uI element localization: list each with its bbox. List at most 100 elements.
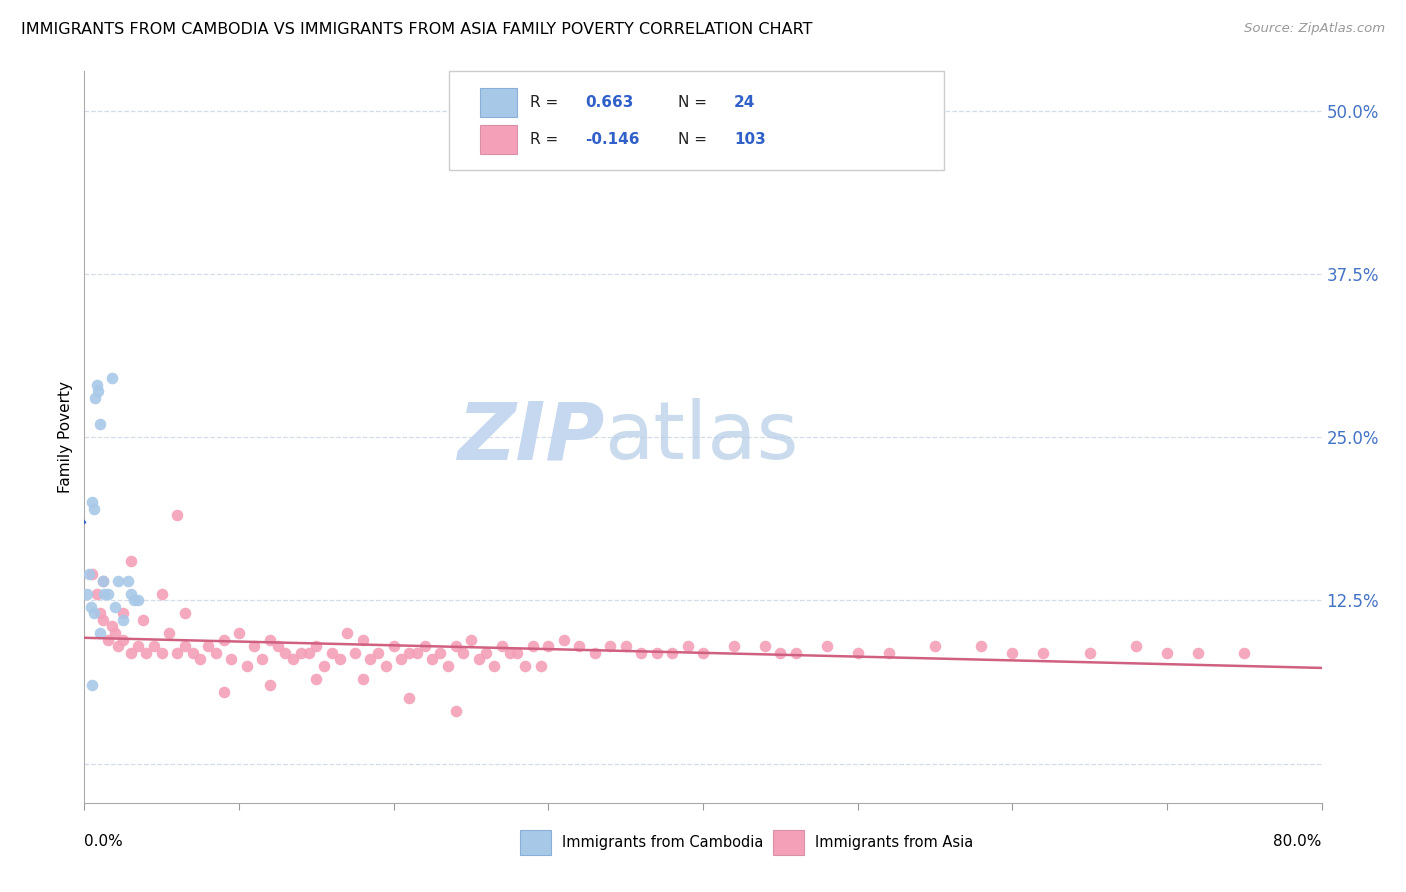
Point [290, 646, 312, 660]
Point [181, 646, 204, 660]
Point [104, 626, 127, 640]
Text: 0.0%: 0.0% [84, 834, 124, 849]
Point [89, 626, 111, 640]
Text: atlas: atlas [605, 398, 799, 476]
Point [312, 658, 335, 673]
Point [382, 639, 405, 653]
Point [1125, 639, 1147, 653]
Point [96, 587, 118, 601]
Point [259, 678, 281, 692]
Point [553, 632, 575, 647]
Point [754, 639, 776, 653]
Point [120, 587, 142, 601]
Point [77, 567, 100, 582]
Point [352, 672, 374, 686]
Point [112, 607, 135, 621]
Point [166, 646, 188, 660]
Text: R =: R = [530, 132, 562, 147]
Bar [481, 125, 517, 154]
Point [87, 384, 110, 399]
Text: Source: ZipAtlas.com: Source: ZipAtlas.com [1244, 22, 1385, 36]
Point [924, 639, 946, 653]
Point [79, 599, 101, 614]
Text: Immigrants from Cambodia: Immigrants from Cambodia [562, 835, 763, 849]
Point [360, 652, 382, 666]
Point [127, 593, 149, 607]
Point [259, 632, 281, 647]
Text: IMMIGRANTS FROM CAMBODIA VS IMMIGRANTS FROM ASIA FAMILY POVERTY CORRELATION CHAR: IMMIGRANTS FROM CAMBODIA VS IMMIGRANTS F… [21, 22, 813, 37]
Point [444, 639, 467, 653]
Point [159, 626, 180, 640]
Point [127, 639, 149, 653]
Point [692, 646, 714, 660]
Point [398, 691, 420, 706]
Point [1156, 646, 1178, 660]
Point [174, 639, 197, 653]
Text: 103: 103 [734, 132, 766, 147]
Point [93, 587, 115, 601]
Point [274, 646, 297, 660]
Point [374, 658, 398, 673]
Point [228, 626, 250, 640]
Point [91, 574, 114, 588]
Text: 24: 24 [734, 95, 755, 111]
Point [91, 574, 114, 588]
Point [267, 639, 290, 653]
Point [328, 652, 352, 666]
Point [599, 639, 621, 653]
Point [212, 632, 235, 647]
Point [188, 652, 211, 666]
Bar [520, 830, 551, 855]
Point [197, 639, 219, 653]
Point [250, 652, 273, 666]
Point [117, 574, 139, 588]
Point [321, 646, 343, 660]
Point [367, 646, 389, 660]
Text: Immigrants from Asia: Immigrants from Asia [815, 835, 974, 849]
Point [336, 626, 359, 640]
Text: N =: N = [678, 132, 711, 147]
Text: -0.146: -0.146 [585, 132, 640, 147]
Point [484, 658, 506, 673]
FancyBboxPatch shape [450, 71, 945, 170]
Text: R =: R = [530, 95, 562, 111]
Point [506, 646, 529, 660]
Point [150, 587, 173, 601]
Point [970, 639, 993, 653]
Point [166, 508, 188, 523]
Point [583, 646, 606, 660]
Point [107, 639, 129, 653]
Point [122, 593, 145, 607]
Point [86, 377, 108, 392]
Point [405, 646, 427, 660]
Text: 0.663: 0.663 [585, 95, 634, 111]
Point [506, 129, 529, 144]
Point [305, 672, 328, 686]
Point [1078, 646, 1101, 660]
Bar [773, 830, 804, 855]
Point [212, 685, 235, 699]
Point [436, 658, 458, 673]
Point [82, 678, 104, 692]
Point [537, 639, 560, 653]
Point [101, 371, 124, 385]
Point [107, 574, 129, 588]
Point [101, 619, 124, 633]
Point [112, 613, 135, 627]
Point [86, 587, 108, 601]
Point [281, 652, 305, 666]
Text: 80.0%: 80.0% [1274, 834, 1322, 849]
Point [89, 417, 111, 431]
Point [846, 646, 869, 660]
Point [343, 646, 366, 660]
Point [84, 391, 107, 405]
Point [120, 646, 142, 660]
Point [444, 705, 467, 719]
Point [91, 613, 114, 627]
Point [150, 646, 173, 660]
Point [422, 652, 444, 666]
Point [76, 587, 98, 601]
Point [877, 646, 900, 660]
Point [723, 639, 745, 653]
Point [529, 658, 551, 673]
